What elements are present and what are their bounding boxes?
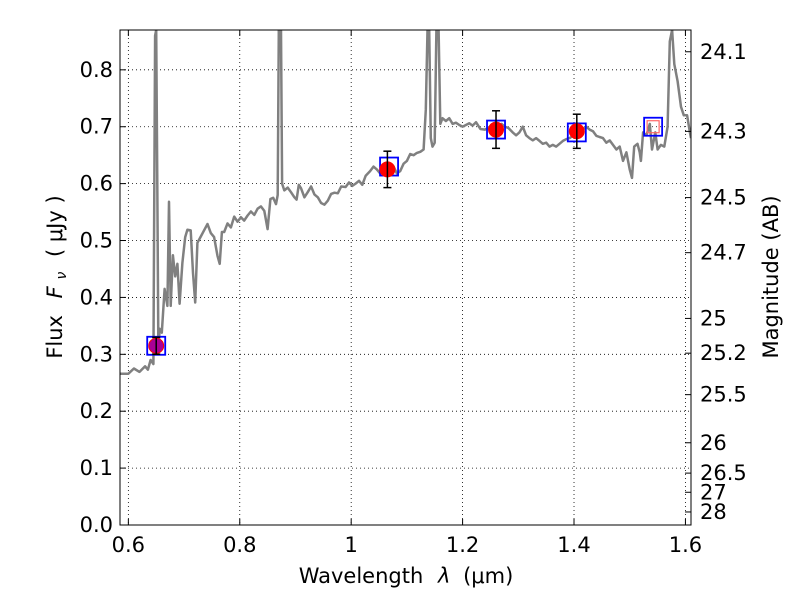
x-tick-label: 1.6 [669,533,702,557]
y-tick-label: 0.5 [80,229,113,253]
x-tick-label: 0.8 [223,533,256,557]
y-tick-label: 0.1 [80,456,113,480]
y-tick-label: 0.7 [80,115,113,139]
x-tick-label: 0.6 [112,533,145,557]
y2-axis-label: Magnitude (AB) [759,195,783,358]
y2-tick-label: 26 [700,431,727,455]
model-sed-line [120,30,691,375]
x-axis-label-symbol: λ [437,564,450,588]
x-tick-label: 1.4 [557,533,590,557]
model-sed-layer [120,30,691,375]
y2-tick-label: 25.5 [700,383,747,407]
y2-tick-label: 28 [700,500,727,524]
photometry-layer [146,110,664,356]
y2-tick-label: 27 [700,480,727,504]
y-tick-label: 0.4 [80,285,113,309]
x-axis-label-unit: (μm) [463,564,513,588]
y2-tick-label: 24.1 [700,40,747,64]
y-tick-label: 0.6 [80,172,113,196]
model-photometry-square [643,116,664,137]
plot-frame [119,29,692,526]
upper-limit-marker [646,120,660,134]
x-tick-label: 1 [344,533,357,557]
y2-tick-label: 24.7 [700,241,747,265]
x-axis-label-text: Wavelength [299,564,424,588]
y-axis-label-symbol: F [43,285,67,298]
y2-tick-label: 25.2 [700,341,747,365]
y2-tick-label: 24.3 [700,119,747,143]
grid [120,30,691,526]
y-axis-label: Flux F ν ( μJy ) [43,195,71,358]
y-tick-label: 0.0 [80,513,113,537]
axis-ticks: 0.6 0.8 1 1.2 1.4 1.6 0.0 0.1 0.2 0.3 0.4 0.5 0.6 0.7… [80,30,747,557]
y2-tick-label: 25 [700,306,727,330]
y2-tick-label: 26.5 [700,461,747,485]
y-tick-label: 0.2 [80,399,113,423]
y-tick-label: 0.8 [80,58,113,82]
y-axis-label-subscript: ν [54,272,70,280]
y2-tick-label: 24.5 [700,186,747,210]
y-axis-label-text: Flux [43,315,67,359]
y-axis-label-unit: ( μJy ) [43,195,67,257]
x-axis-label: Wavelength λ (μm) [299,564,514,588]
y-tick-label: 0.3 [80,342,113,366]
x-tick-label: 1.2 [446,533,479,557]
